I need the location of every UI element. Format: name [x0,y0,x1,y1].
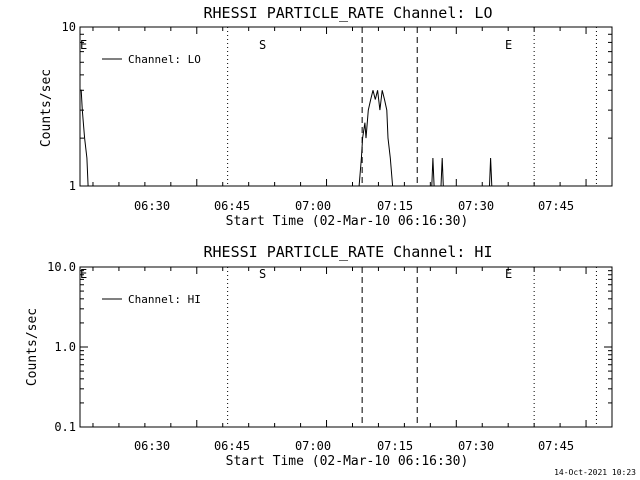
panel-hi: RHESSI PARTICLE_RATE Channel: HI 06:30 0… [25,243,613,469]
panel-lo: RHESSI PARTICLE_RATE Channel: LO 06:30 0… [39,4,613,229]
y-tick-label: 1.0 [54,340,76,354]
x-axis-label-hi: Start Time (02-Mar-10 06:16:30) [226,454,469,469]
plot-frame-lo [79,26,613,187]
x-tick-labels-lo: 06:30 06:45 07:00 07:15 07:30 07:45 [134,199,574,213]
x-tick-label: 07:00 [295,439,331,453]
x-tick-label: 07:45 [538,439,574,453]
edge-marker-e: E [80,267,87,281]
x-tick-label: 07:30 [458,199,494,213]
x-tick-label: 06:30 [134,439,170,453]
event-lines-lo [227,27,597,186]
y-axis-label-lo: Counts/sec [39,69,54,147]
edge-marker-e: E [80,38,87,52]
y-tick-label: 0.1 [54,420,76,434]
x-axis-label-lo: Start Time (02-Mar-10 06:16:30) [226,214,469,229]
y-axis-label-hi: Counts/sec [25,308,40,386]
y-tick-label: 1 [69,179,76,193]
x-tick-label: 07:45 [538,199,574,213]
legend-label-hi: Channel: HI [128,293,201,306]
x-ticks-lo [92,27,587,186]
chart-title-hi: RHESSI PARTICLE_RATE Channel: HI [204,243,493,261]
series-line-lo [80,89,493,187]
event-marker-e: E [505,38,512,52]
x-tick-label: 06:30 [134,199,170,213]
render-timestamp: 14-Oct-2021 10:23 [554,468,636,477]
event-marker-s: S [259,38,266,52]
x-ticks-hi [92,267,587,427]
y-ticks-lo [80,26,612,187]
legend-label-lo: Channel: LO [128,53,201,66]
event-marker-s: S [259,267,266,281]
y-tick-label: 10.0 [47,260,76,274]
legend-hi: Channel: HI [102,293,201,306]
y-tick-label: 10 [62,20,76,34]
x-tick-label: 07:00 [295,199,331,213]
x-tick-label: 07:15 [377,199,413,213]
chart-title-lo: RHESSI PARTICLE_RATE Channel: LO [204,4,493,22]
x-tick-label: 07:30 [458,439,494,453]
x-tick-labels-hi: 06:30 06:45 07:00 07:15 07:30 07:45 [134,439,574,453]
x-tick-label: 07:15 [377,439,413,453]
x-tick-label: 06:45 [214,199,250,213]
x-tick-label: 06:45 [214,439,250,453]
legend-lo: Channel: LO [102,53,201,66]
y-ticks-hi [80,266,612,428]
plot-frame-hi [79,266,613,428]
event-lines-hi [227,267,597,427]
event-marker-e: E [505,267,512,281]
